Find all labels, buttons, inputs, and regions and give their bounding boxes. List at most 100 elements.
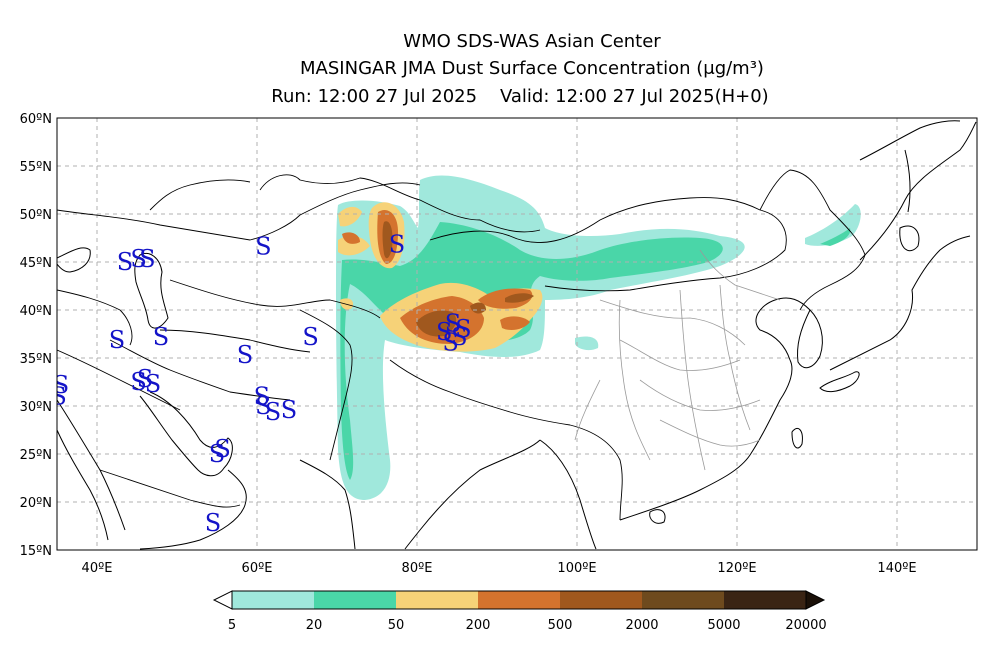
colorbar-swatch xyxy=(478,591,560,609)
kazakhstan-border xyxy=(149,179,251,211)
dust-storm-marker: S xyxy=(139,245,155,273)
dust-storm-marker: S xyxy=(109,326,125,354)
china-province-borders xyxy=(574,249,781,471)
dust-storm-marker: S xyxy=(451,323,467,351)
caspian-sea-outline xyxy=(134,253,169,329)
myanmar-coast xyxy=(539,439,597,550)
lat-tick-label: 30ºN xyxy=(20,400,52,415)
colorbar-swatch xyxy=(396,591,478,609)
dust-level-200-500 xyxy=(342,232,360,244)
colorbar-under-arrow xyxy=(212,590,233,610)
dust-storm-marker: S xyxy=(237,341,253,369)
dust-storm-marker: S xyxy=(436,318,452,346)
lat-tick-label: 15ºN xyxy=(20,544,52,559)
colorbar-label: 50 xyxy=(388,618,405,633)
lon-tick-label: 60ºE xyxy=(242,561,273,576)
country-borders xyxy=(57,182,421,241)
central-asia-borders xyxy=(169,279,381,319)
dust-storm-marker: S xyxy=(209,440,225,468)
lon-tick-label: 80ºE xyxy=(402,561,433,576)
hainan-outline xyxy=(649,509,666,524)
dust-level-500-2000 xyxy=(382,221,393,259)
dust-storm-marker: S xyxy=(455,315,471,343)
india-west-coast xyxy=(299,459,356,550)
dust-level-200-500 xyxy=(500,316,530,330)
lon-tick-label: 140ºE xyxy=(877,561,916,576)
central-asia-borders xyxy=(159,329,311,353)
map-frame xyxy=(56,117,978,551)
dust-storm-marker: S xyxy=(445,309,461,337)
korea-peninsula xyxy=(797,309,823,369)
dust-storm-marker: S xyxy=(145,370,161,398)
lon-tick-label: 40ºE xyxy=(82,561,113,576)
colorbar-legend: 5 20 50 200 500 2000 5000 20000 xyxy=(212,590,827,633)
dust-storm-marker: S xyxy=(205,509,221,537)
lat-tick-label: 35ºN xyxy=(20,352,52,367)
china-border xyxy=(759,169,866,311)
colorbar-label: 2000 xyxy=(625,618,658,633)
lon-tick-label: 100ºE xyxy=(557,561,596,576)
lat-tick-label: 40ºN xyxy=(20,304,52,319)
arabian-coast xyxy=(139,469,247,550)
colorbar-swatch xyxy=(724,591,806,609)
colorbar-over-arrow xyxy=(805,590,826,610)
dust-level-500-2000 xyxy=(470,302,486,314)
china-east-coast xyxy=(755,297,811,361)
mongolia-border xyxy=(429,197,787,292)
japan-south-outline xyxy=(819,371,860,393)
country-borders xyxy=(259,174,541,233)
russia-pacific-coast xyxy=(859,121,977,261)
dust-storm-marker: S xyxy=(302,323,318,351)
dust-storm-marker: S xyxy=(153,323,169,351)
india-east-coast xyxy=(404,439,541,550)
dust-level-500-2000 xyxy=(505,293,534,303)
colorbar-label: 5 xyxy=(228,618,236,633)
afghan-pak-border xyxy=(299,309,353,461)
dust-storm-marker: S xyxy=(442,329,458,357)
colorbar-swatch xyxy=(314,591,396,609)
persian-gulf-coast xyxy=(139,391,233,477)
arabia-borders xyxy=(99,469,241,508)
colorbar-label: 20000 xyxy=(785,618,826,633)
colorbar-label: 500 xyxy=(548,618,573,633)
dust-storm-marker: S xyxy=(281,396,297,424)
dust-storm-marker: S xyxy=(255,392,271,420)
dust-storm-marker: S xyxy=(50,382,66,410)
south-china-coast xyxy=(619,359,793,521)
colorbar-swatch xyxy=(642,591,724,609)
dust-level-50-200 xyxy=(338,206,362,227)
colorbar-swatch xyxy=(232,591,314,609)
dust-storm-marker: S xyxy=(130,245,146,273)
dust-storm-marker: S xyxy=(214,435,230,463)
arabia-borders xyxy=(57,349,181,411)
colorbar-label: 200 xyxy=(466,618,491,633)
lat-tick-label: 20ºN xyxy=(20,496,52,511)
dust-level-20-50 xyxy=(820,228,851,246)
red-sea-coast xyxy=(57,399,126,531)
colorbar-frame xyxy=(231,590,807,610)
colorbar-label: 5000 xyxy=(707,618,740,633)
dust-level-5-20 xyxy=(575,336,599,351)
lon-tick-label: 120ºE xyxy=(717,561,756,576)
japan-outline xyxy=(829,235,971,371)
lat-tick-label: 60ºN xyxy=(20,112,52,127)
dust-level-500-2000 xyxy=(416,310,457,337)
dust-concentration-field xyxy=(336,175,861,500)
dust-storm-marker: S xyxy=(255,233,271,261)
taiwan-outline xyxy=(791,428,803,449)
dust-storm-marker: S xyxy=(130,368,146,396)
colorbar-swatch xyxy=(560,591,642,609)
longitude-labels: 40ºE 60ºE 80ºE 100ºE 120ºE 140ºE xyxy=(82,561,917,576)
map-title: WMO SDS-WAS Asian Center xyxy=(403,31,661,52)
dust-storm-marker: S xyxy=(265,398,281,426)
black-sea-outline xyxy=(57,247,91,273)
okhotsk-coast xyxy=(859,120,961,161)
colorbar-label: 20 xyxy=(306,618,323,633)
red-sea-coast-west xyxy=(57,429,109,541)
sakhalin-outline xyxy=(904,149,911,213)
coastlines-and-borders xyxy=(57,120,977,550)
china-internal-east xyxy=(569,424,623,521)
run-valid-time: Run: 12:00 27 Jul 2025 Valid: 12:00 27 J… xyxy=(271,86,769,107)
